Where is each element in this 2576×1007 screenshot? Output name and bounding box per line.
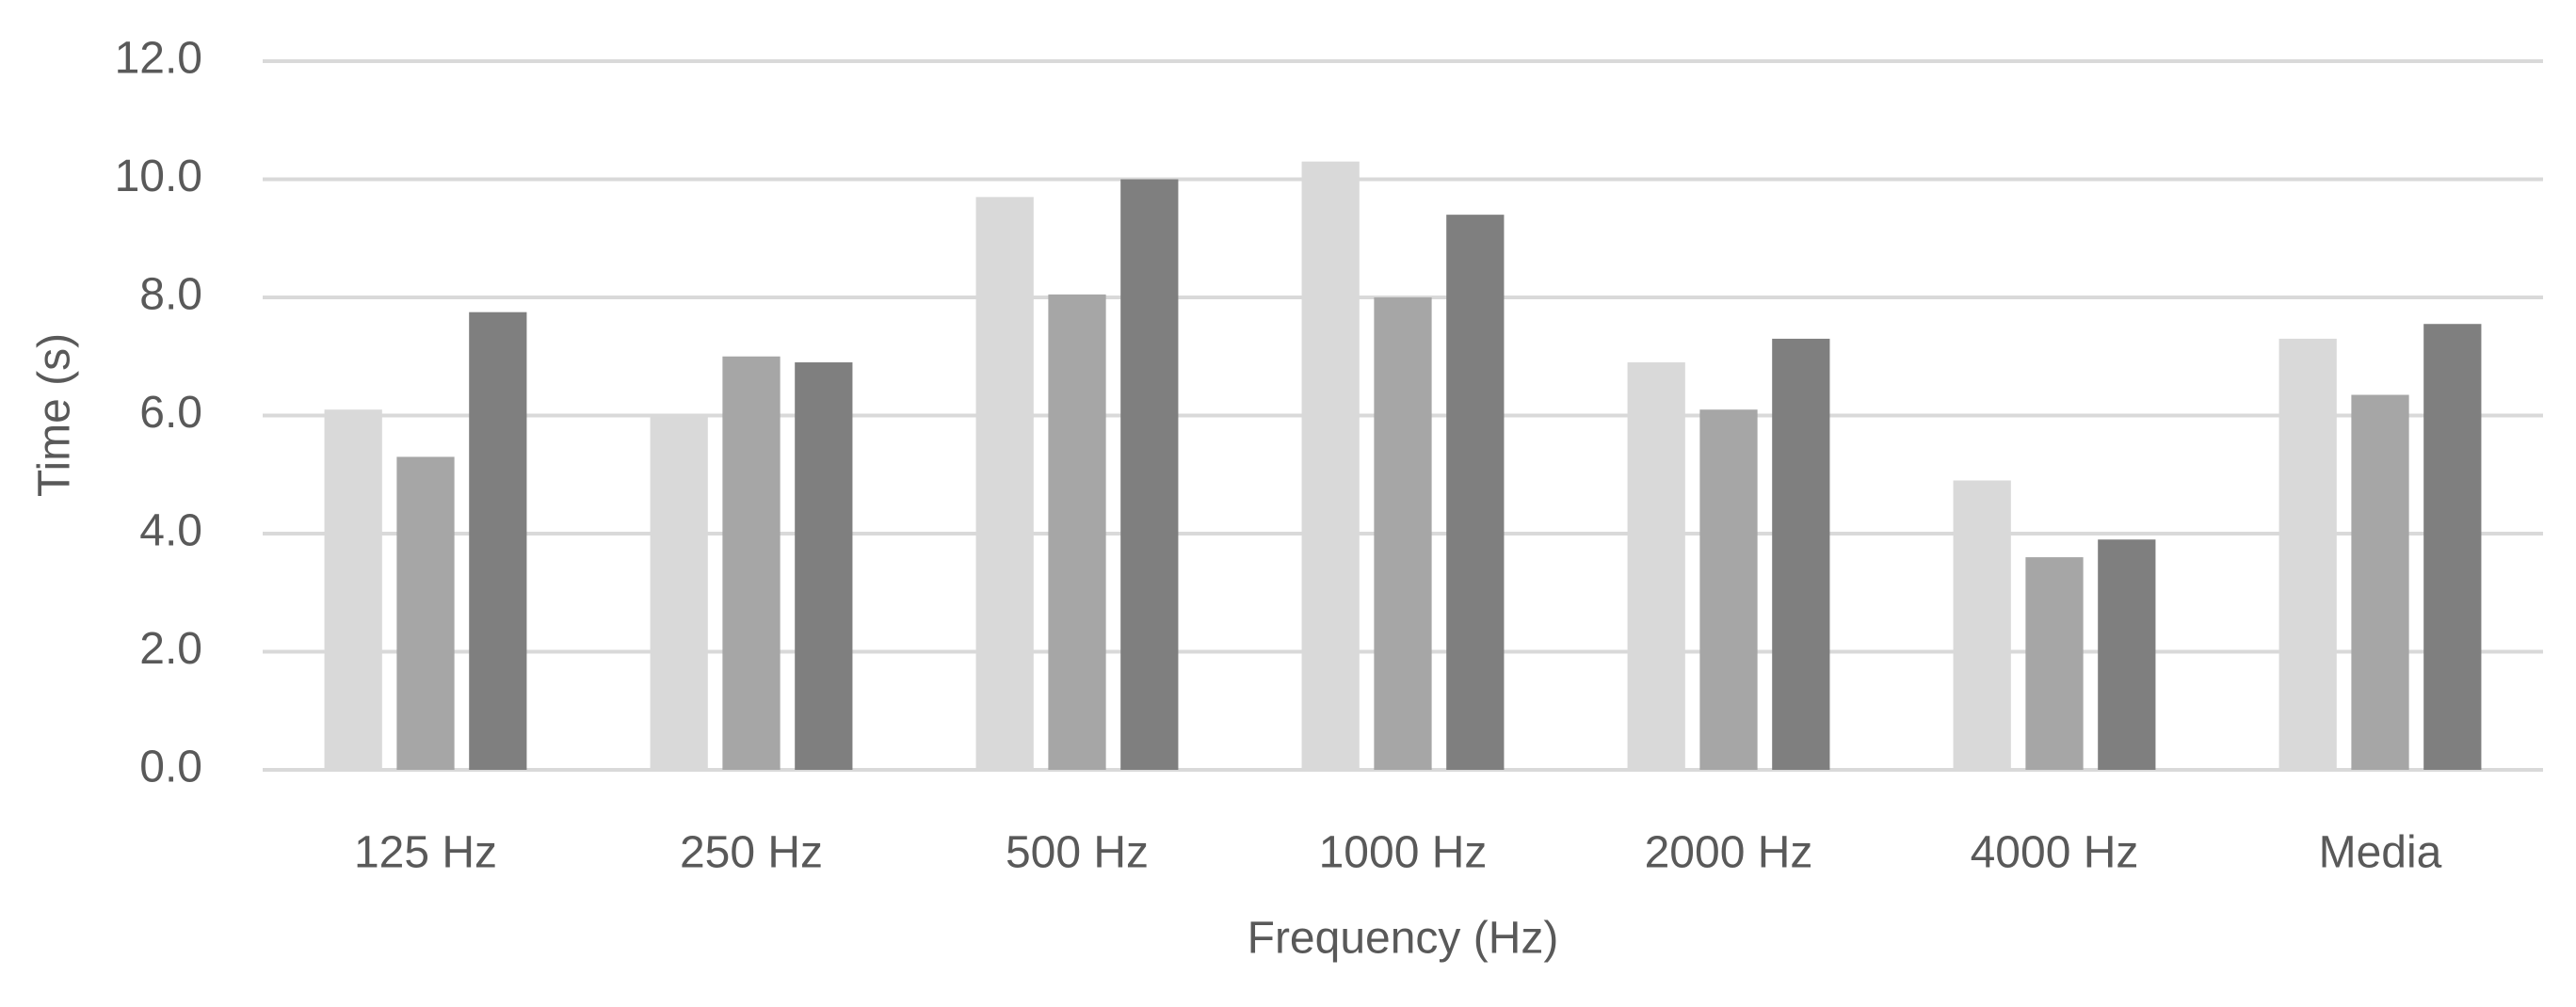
- x-tick-label: 125 Hz: [354, 828, 497, 878]
- bar: [722, 356, 781, 770]
- bar: [1048, 294, 1106, 770]
- bar: [1446, 215, 1505, 770]
- bar: [469, 312, 527, 770]
- bar: [1301, 161, 1360, 771]
- x-tick-label: 500 Hz: [1006, 828, 1149, 878]
- x-tick-label: 4000 Hz: [1971, 828, 2139, 878]
- bar: [2025, 557, 2084, 770]
- bar: [2278, 338, 2337, 770]
- x-tick-label: 1000 Hz: [1319, 828, 1488, 878]
- bar: [1953, 480, 2011, 770]
- bar: [1699, 409, 1758, 770]
- bar: [1120, 179, 1179, 770]
- y-tick-label: 4.0: [139, 506, 202, 556]
- x-tick-label: Media: [2319, 828, 2442, 878]
- bar: [975, 197, 1034, 770]
- bar: [2423, 324, 2482, 770]
- y-tick-label: 6.0: [139, 388, 202, 438]
- bar: [795, 362, 853, 770]
- bar: [2351, 394, 2409, 770]
- y-tick-label: 2.0: [139, 624, 202, 674]
- bar: [1772, 338, 1830, 770]
- y-tick-label: 0.0: [139, 743, 202, 792]
- bar: [650, 415, 708, 770]
- y-axis-label: Time (s): [30, 333, 80, 497]
- x-axis-label: Frequency (Hz): [1248, 914, 1559, 964]
- bar: [324, 409, 382, 770]
- y-tick-label: 10.0: [115, 152, 202, 201]
- bar: [2098, 539, 2156, 770]
- x-tick-label: 2000 Hz: [1645, 828, 1813, 878]
- y-tick-label: 8.0: [139, 270, 202, 320]
- bar: [396, 456, 455, 770]
- bar: [1374, 297, 1432, 770]
- x-tick-label: 250 Hz: [680, 828, 823, 878]
- bar: [1627, 362, 1685, 770]
- y-tick-label: 12.0: [115, 34, 202, 84]
